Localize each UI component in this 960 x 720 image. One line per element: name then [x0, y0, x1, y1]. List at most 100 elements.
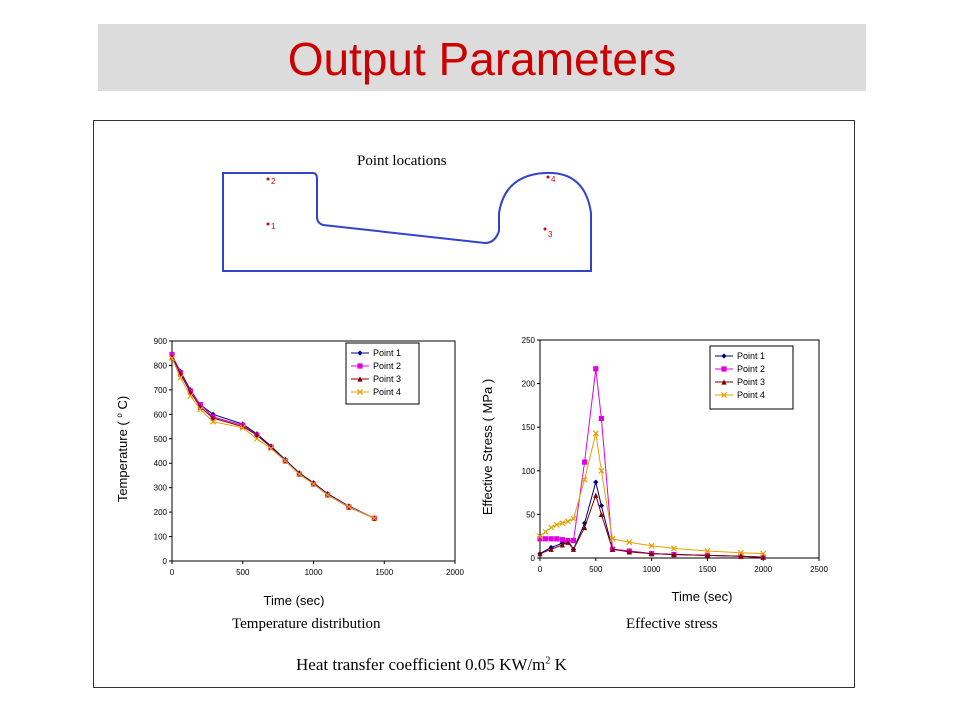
data-point — [542, 536, 549, 542]
data-point — [649, 551, 655, 557]
location-point-2: 2 — [266, 177, 276, 186]
data-point — [371, 515, 378, 522]
point-locations-caption: Point locations — [357, 153, 447, 169]
plot-area — [539, 339, 820, 559]
legend: Point 1 Point 2 Point 3 Point 4 — [709, 345, 794, 410]
series-line — [539, 433, 764, 555]
data-point — [187, 392, 194, 400]
y-tick-label: 400 — [154, 459, 168, 468]
temperature-chart: 0 100 200 300 400 500 600 700 800 900 0 500 1000 1500… — [115, 337, 464, 608]
data-point — [648, 542, 655, 549]
legend-label: Point 4 — [373, 387, 401, 397]
data-point — [598, 415, 604, 422]
legend-label: Point 4 — [737, 390, 765, 400]
data-point — [268, 445, 275, 452]
legend-marker — [720, 391, 728, 399]
data-point — [268, 444, 274, 450]
series-line — [171, 356, 375, 519]
data-point — [760, 554, 766, 560]
series-line — [171, 357, 375, 519]
data-point — [593, 479, 599, 485]
x-tick-label: 500 — [589, 565, 603, 574]
x-tick-label: 2000 — [754, 565, 772, 574]
x-tick-label: 1000 — [305, 568, 323, 577]
point-locations-diagram: 2 1 4 3 — [222, 171, 592, 272]
data-point — [626, 549, 632, 555]
y-tick-label: 200 — [522, 380, 536, 389]
data-point — [598, 511, 604, 517]
location-point-1: 1 — [266, 222, 276, 231]
data-point — [626, 539, 633, 546]
x-tick-label: 500 — [236, 568, 250, 577]
x-tick-label: 1000 — [643, 565, 661, 574]
legend: Point 1 Point 2 Point 3 Point 4 — [345, 342, 420, 405]
data-point — [345, 503, 352, 510]
series-4 — [536, 430, 767, 557]
data-point — [296, 471, 303, 478]
data-point — [581, 476, 588, 483]
data-point — [593, 366, 599, 372]
legend-item-3: Point 3 — [715, 377, 765, 387]
data-point — [239, 424, 246, 431]
data-point — [548, 536, 554, 542]
y-tick-label: 500 — [154, 435, 168, 444]
temperature-caption: Temperature distribution — [232, 616, 381, 632]
data-point — [565, 539, 571, 545]
data-point — [593, 492, 599, 498]
htc-sup: 2 — [545, 655, 551, 667]
y-tick-label: 300 — [154, 484, 168, 493]
data-point — [169, 354, 175, 360]
legend-marker — [721, 379, 727, 385]
data-point — [282, 457, 289, 464]
data-point — [536, 533, 544, 540]
x-tick-label: 2000 — [446, 568, 464, 577]
data-point — [197, 406, 204, 413]
data-point — [760, 550, 767, 557]
location-point-2-label: 2 — [271, 177, 276, 186]
y-tick-label: 0 — [531, 554, 536, 563]
data-point — [559, 537, 565, 543]
data-point — [548, 524, 555, 531]
location-point-3: 3 — [543, 227, 553, 239]
location-point-4-label: 4 — [551, 175, 556, 184]
series-line — [171, 355, 375, 519]
y-tick-label: 0 — [163, 557, 168, 566]
y-tick-label: 100 — [522, 467, 536, 476]
data-point — [671, 551, 677, 558]
data-point — [704, 552, 710, 558]
y-tick-label: 150 — [522, 423, 536, 432]
data-point — [609, 535, 616, 542]
y-tick-label: 200 — [154, 508, 168, 517]
y-tick-label: 600 — [154, 410, 168, 419]
location-point-3-label: 3 — [548, 230, 553, 239]
legend-marker — [721, 366, 727, 372]
x-axis-label: Time (sec) — [264, 593, 325, 608]
legend-marker — [357, 376, 363, 382]
data-point — [548, 546, 554, 552]
data-point — [559, 520, 566, 527]
data-point — [559, 542, 565, 548]
y-tick-label: 700 — [154, 386, 168, 395]
data-point — [537, 551, 543, 557]
x-tick-label: 1500 — [375, 568, 393, 577]
y-tick-label: 250 — [522, 336, 536, 345]
data-point — [254, 432, 260, 438]
legend-label: Point 1 — [373, 348, 401, 358]
legend-marker — [356, 388, 364, 396]
series-4 — [168, 355, 378, 522]
data-point — [310, 480, 317, 488]
location-point-1-label: 1 — [271, 222, 276, 231]
data-point — [177, 374, 184, 381]
data-point — [553, 521, 560, 528]
data-point — [592, 430, 599, 437]
legend-item-4: Point 4 — [715, 390, 765, 400]
x-tick-label: 0 — [170, 568, 175, 577]
htc-suffix: K — [550, 655, 567, 674]
data-point — [554, 536, 560, 542]
slide-title: Output Parameters — [287, 33, 677, 85]
title-bar: Output Parameters — [98, 24, 866, 91]
data-point — [582, 524, 588, 531]
legend-item-2: Point 2 — [351, 361, 401, 371]
data-point — [210, 418, 217, 425]
legend-item-4: Point 4 — [351, 387, 401, 397]
